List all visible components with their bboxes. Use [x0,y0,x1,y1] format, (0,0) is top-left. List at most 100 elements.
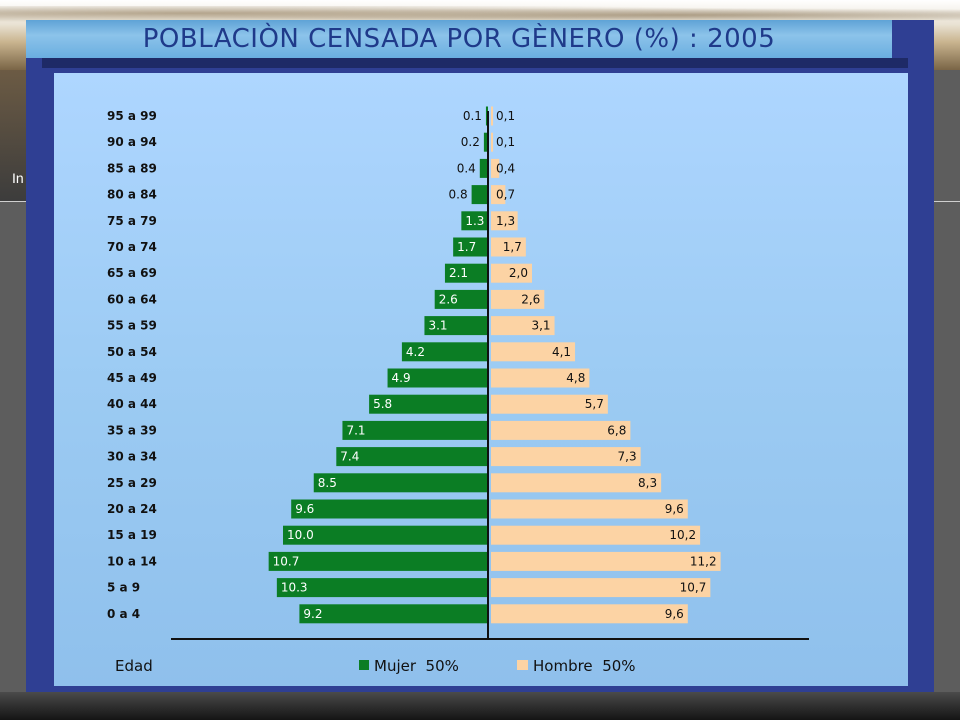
hombre-value-label: 9,6 [665,607,684,621]
age-label: 30 a 34 [107,450,157,464]
mujer-bar [299,604,488,624]
mujer-bar [461,211,488,231]
hombre-bar [491,263,532,283]
mujer-value-label: 9.2 [303,607,322,621]
age-label: 10 a 14 [107,554,157,568]
hombre-bar [491,289,545,309]
hombre-bar [491,420,631,440]
slide-panel: POBLACIÒN CENSADA POR GÈNERO (%) : 2005 … [26,20,934,692]
age-label: 70 a 74 [107,240,157,254]
age-label: 40 a 44 [107,397,157,411]
mujer-value-label: 7.4 [340,450,359,464]
mujer-value-label: 2.1 [449,266,468,280]
hombre-value-label: 7,3 [618,450,637,464]
age-label: 15 a 19 [107,528,157,542]
plot-area: 95 a 99 0.1 0,1 90 a 94 0.2 0,1 85 a 89 0.4 0,4 8… [54,73,908,686]
mujer-bar [342,420,488,440]
mujer-value-label: 7.1 [346,423,365,437]
y-axis-title: Edad [115,657,153,675]
slide-title: POBLACIÒN CENSADA POR GÈNERO (%) : 2005 [142,24,776,54]
mujer-bar [424,316,488,336]
hombre-bar [491,342,576,362]
age-label: 95 a 99 [107,109,157,123]
hombre-value-label: 4,8 [566,371,585,385]
mujer-bar [369,394,488,414]
mujer-bar [268,551,488,571]
mujer-value-label: 1.3 [465,214,484,228]
hombre-value-label: 0,7 [496,188,515,202]
hombre-value-label: 3,1 [531,319,550,333]
mujer-bar [401,342,488,362]
hombre-value-label: 4,1 [552,345,571,359]
hombre-bar [491,578,711,598]
hombre-bar [491,132,494,152]
background-bottom [0,692,960,720]
age-label: 90 a 94 [107,135,157,149]
hombre-value-label: 0,4 [496,161,515,175]
hombre-bar [491,368,590,388]
age-label: 80 a 84 [107,188,157,202]
hombre-value-label: 5,7 [585,397,604,411]
mujer-bar [471,185,488,205]
hombre-bar [491,106,494,126]
hombre-bar [491,394,608,414]
mujer-bar [291,499,488,519]
title-bar: POBLACIÒN CENSADA POR GÈNERO (%) : 2005 [26,20,892,58]
hombre-bar [491,604,688,624]
mujer-value-label: 3.1 [428,319,447,333]
mujer-value-label: 0.2 [461,135,480,149]
legend-label-mujer: Mujer 50% [374,657,459,675]
age-label: 60 a 64 [107,292,157,306]
hombre-bar [491,525,701,545]
age-label: 25 a 29 [107,476,157,490]
hombre-value-label: 10,7 [680,581,707,595]
hombre-bar [491,237,526,257]
mujer-value-label: 10.3 [281,581,308,595]
background-text: In [12,170,24,186]
mujer-value-label: 8.5 [318,476,337,490]
population-pyramid-chart: 95 a 99 0.1 0,1 90 a 94 0.2 0,1 85 a 89 0.4 0,4 8… [107,106,809,675]
mujer-bar [434,289,488,309]
age-label: 5 a 9 [107,581,140,595]
age-label: 55 a 59 [107,319,157,333]
mujer-bar [276,578,488,598]
hombre-value-label: 0,1 [496,109,515,123]
mujer-value-label: 5.8 [373,397,392,411]
hombre-bar [491,316,555,336]
hombre-bar [491,447,641,467]
mujer-bar [283,525,488,545]
hombre-value-label: 9,6 [665,502,684,516]
hombre-value-label: 2,0 [509,266,528,280]
mujer-bar [483,132,488,152]
age-label: 45 a 49 [107,371,157,385]
age-label: 50 a 54 [107,345,157,359]
hombre-value-label: 8,3 [638,476,657,490]
mujer-value-label: 1.7 [457,240,476,254]
mujer-value-label: 4.9 [392,371,411,385]
age-label: 0 a 4 [107,607,140,621]
hombre-bar [491,551,721,571]
mujer-value-label: 0.4 [457,161,476,175]
title-shadow [42,58,908,68]
hombre-value-label: 2,6 [521,292,540,306]
mujer-bar [485,106,488,126]
legend-swatch-mujer [359,660,369,670]
hombre-bar [491,499,688,519]
mujer-value-label: 4.2 [406,345,425,359]
age-label: 85 a 89 [107,161,157,175]
mujer-bar [313,473,488,493]
mujer-value-label: 2.6 [439,292,458,306]
hombre-value-label: 6,8 [607,423,626,437]
hombre-value-label: 10,2 [669,528,696,542]
hombre-bar [491,211,518,231]
mujer-bar [336,447,488,467]
mujer-value-label: 10.0 [287,528,314,542]
age-label: 20 a 24 [107,502,157,516]
mujer-bar [444,263,488,283]
mujer-value-label: 9.6 [295,502,314,516]
mujer-bar [453,237,488,257]
hombre-bar [491,158,500,178]
age-label: 35 a 39 [107,423,157,437]
age-label: 65 a 69 [107,266,157,280]
hombre-value-label: 0,1 [496,135,515,149]
